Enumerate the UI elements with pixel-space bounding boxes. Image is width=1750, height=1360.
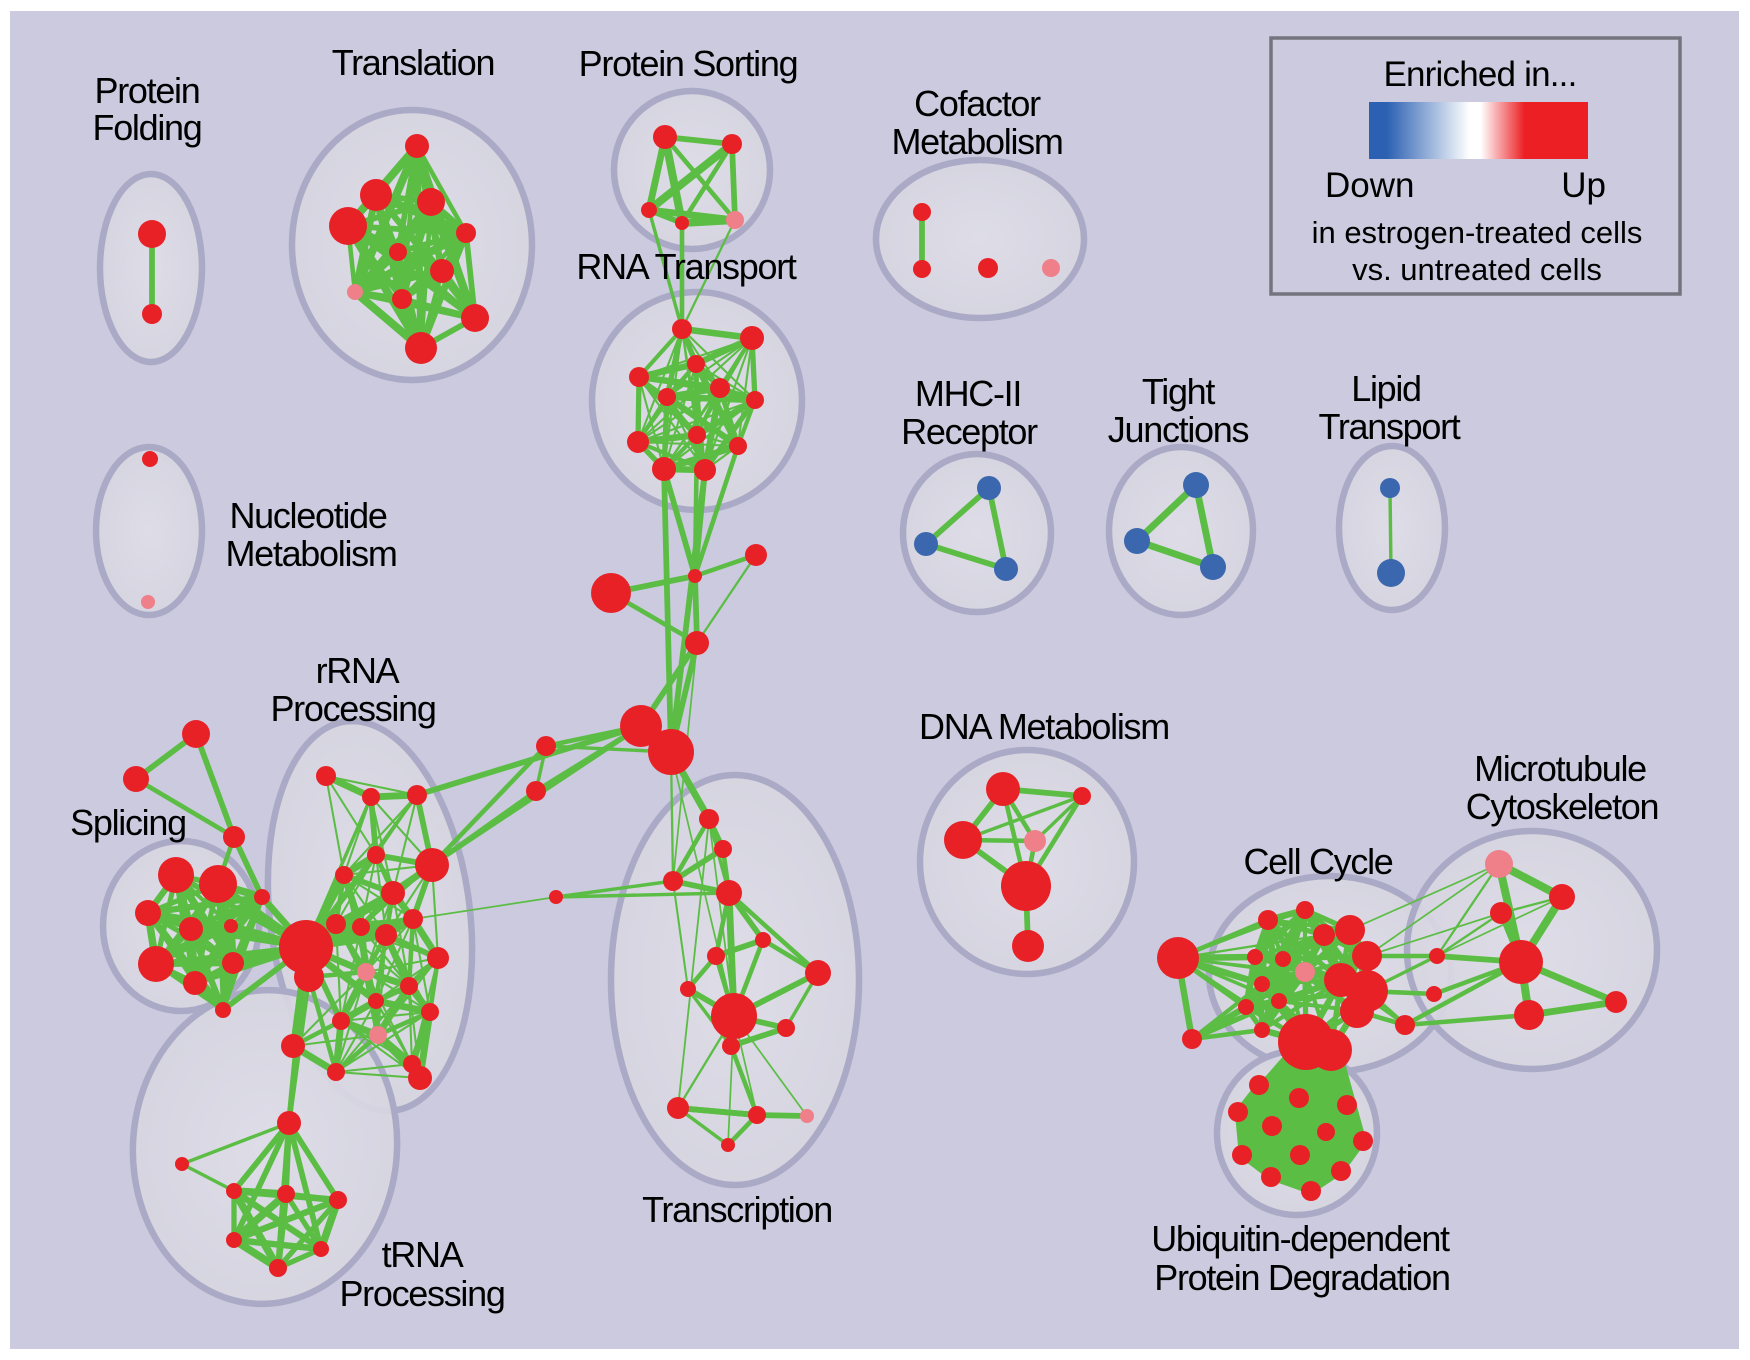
svg-text:Protein: Protein (95, 70, 200, 111)
svg-text:MHC-II: MHC-II (915, 373, 1021, 414)
svg-text:Lipid: Lipid (1351, 368, 1421, 409)
svg-text:Tight: Tight (1142, 371, 1215, 412)
svg-text:Junctions: Junctions (1108, 409, 1249, 450)
svg-text:Enriched in...: Enriched in... (1383, 55, 1576, 94)
svg-text:Protein Sorting: Protein Sorting (579, 43, 798, 84)
svg-text:Cytoskeleton: Cytoskeleton (1466, 786, 1659, 827)
svg-text:Up: Up (1561, 166, 1606, 205)
svg-text:Down: Down (1325, 166, 1414, 205)
svg-text:Transcription: Transcription (642, 1189, 832, 1230)
svg-text:rRNA: rRNA (316, 650, 400, 691)
svg-text:Protein Degradation: Protein Degradation (1154, 1257, 1450, 1298)
svg-text:DNA Metabolism: DNA Metabolism (919, 706, 1169, 747)
svg-text:Splicing: Splicing (70, 802, 186, 843)
svg-text:vs. untreated cells: vs. untreated cells (1352, 252, 1602, 287)
svg-text:Transport: Transport (1318, 406, 1460, 447)
svg-text:Folding: Folding (93, 107, 202, 148)
svg-text:in estrogen-treated cells: in estrogen-treated cells (1312, 215, 1643, 250)
svg-text:Processing: Processing (339, 1273, 504, 1314)
svg-text:Ubiquitin-dependent: Ubiquitin-dependent (1151, 1218, 1450, 1259)
svg-text:Cell Cycle: Cell Cycle (1243, 841, 1392, 882)
svg-text:Microtubule: Microtubule (1474, 748, 1646, 789)
svg-text:Cofactor: Cofactor (914, 83, 1041, 124)
svg-text:Metabolism: Metabolism (891, 121, 1062, 162)
svg-text:Metabolism: Metabolism (225, 533, 396, 574)
svg-text:Nucleotide: Nucleotide (229, 495, 386, 536)
svg-text:RNA Transport: RNA Transport (576, 246, 796, 287)
svg-text:Processing: Processing (270, 688, 435, 729)
svg-text:Receptor: Receptor (901, 411, 1038, 452)
svg-text:Translation: Translation (332, 42, 494, 83)
svg-text:tRNA: tRNA (382, 1234, 464, 1275)
